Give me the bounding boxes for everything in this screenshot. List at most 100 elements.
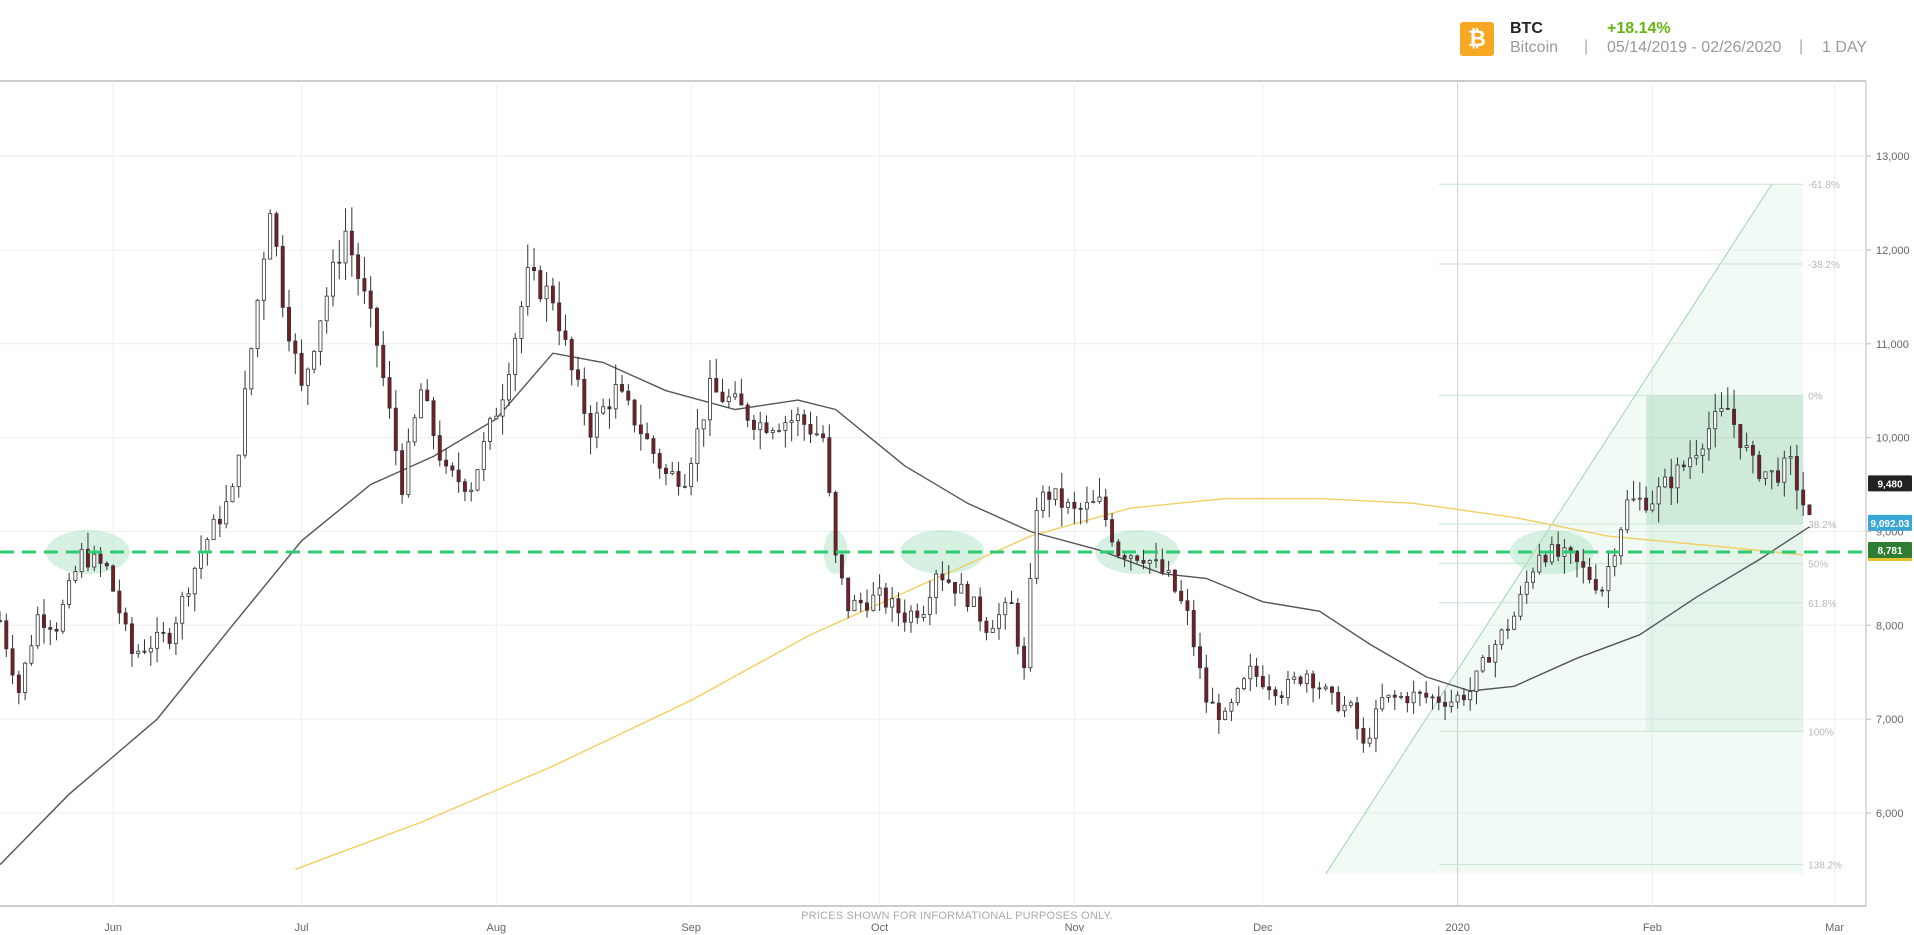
candle-up [92, 553, 97, 568]
candle-up [255, 299, 260, 350]
candle-down [142, 650, 147, 653]
support-price-label-box [1868, 542, 1912, 559]
fibonacci-level-label: 138.2% [1808, 861, 1842, 872]
candle-up [343, 230, 348, 264]
candle-down [940, 573, 945, 581]
candle-down [902, 612, 907, 623]
x-tick-label: Oct [871, 922, 888, 934]
candle-up [406, 441, 411, 495]
y-tick-label: 13,000 [1876, 151, 1910, 163]
candle-up [701, 419, 706, 430]
candle-up [682, 485, 687, 488]
candle-down [381, 344, 386, 378]
candle-down [1204, 667, 1209, 703]
candle-up [211, 518, 216, 541]
candle-down [1392, 694, 1397, 698]
candle-down [1273, 689, 1278, 697]
candle-down [48, 627, 53, 630]
candle-up [1788, 456, 1793, 459]
candle-down [1417, 691, 1422, 694]
candle-down [368, 290, 373, 309]
candle-up [871, 594, 876, 611]
candle-down [1581, 561, 1586, 568]
y-tick-label: 6,000 [1876, 808, 1904, 820]
interval-selector[interactable]: 1 DAY [1822, 39, 1868, 56]
x-tick-label: Sep [681, 922, 701, 934]
candle-up [1505, 628, 1510, 631]
candle-up [199, 550, 204, 569]
candle-down [1317, 687, 1322, 690]
fibonacci-retracement-core [1646, 395, 1804, 524]
candle-up [180, 595, 185, 624]
candle-up [488, 418, 493, 442]
candle-down [1487, 657, 1492, 663]
candle-down [839, 554, 844, 579]
candle-up [1662, 476, 1667, 488]
candle-up [1066, 501, 1071, 508]
candle-down [10, 648, 15, 676]
candle-up [60, 604, 65, 632]
x-tick-label: Mar [1825, 922, 1844, 934]
candle-up [1235, 688, 1240, 704]
current-price-label-box [1868, 514, 1912, 531]
candle-down [821, 433, 826, 439]
bitcoin-glyph: ₿ [1468, 26, 1486, 51]
candle-up [230, 486, 235, 503]
bitcoin-icon: ₿ [1460, 22, 1494, 56]
candle-up [1531, 571, 1535, 583]
candle-down [217, 518, 222, 525]
candle-down [356, 254, 361, 279]
header-separator: | [1799, 38, 1804, 55]
candle-down [54, 628, 59, 632]
candle-up [1518, 593, 1523, 617]
candle-down [299, 352, 304, 386]
y-tick-label: 10,000 [1876, 433, 1910, 445]
candle-down [42, 614, 46, 628]
candle-down [1179, 590, 1184, 602]
candle-down [85, 548, 90, 568]
candle-down [129, 623, 134, 654]
candle-down [437, 435, 442, 461]
candle-up [1713, 411, 1718, 430]
candle-down [1443, 701, 1448, 707]
candle-down [1556, 544, 1561, 557]
candle-down [362, 278, 367, 292]
candle-down [1794, 456, 1799, 491]
candle-down [1543, 554, 1548, 563]
candle-down [1072, 501, 1077, 509]
candle-up [513, 338, 518, 375]
date-range: 05/14/2019 - 02/26/2020 [1607, 39, 1782, 56]
candle-up [594, 412, 599, 438]
candle-up [475, 469, 480, 491]
x-tick-label: 2020 [1445, 922, 1469, 934]
candle-down [1725, 407, 1730, 410]
candle-down [1047, 491, 1052, 500]
candle-down [1436, 696, 1441, 703]
candle-up [1744, 445, 1749, 449]
candle-up [494, 415, 499, 420]
candle-up [707, 378, 712, 421]
candle-down [1600, 589, 1605, 592]
candle-down [0, 620, 2, 623]
candle-up [1612, 555, 1617, 567]
candle-down [1078, 507, 1083, 510]
candle-up [318, 320, 323, 352]
support-touch-highlight [1095, 530, 1180, 575]
candle-up [29, 645, 34, 664]
candle-up [1367, 737, 1372, 744]
candle-down [833, 492, 838, 556]
candle-down [431, 400, 436, 436]
candle-up [1084, 502, 1089, 510]
candle-up [1097, 496, 1102, 502]
candle-down [739, 393, 744, 406]
candle-up [959, 583, 964, 594]
candle-up [236, 454, 241, 488]
candle-down [720, 391, 725, 403]
candle-up [1242, 678, 1246, 689]
fibonacci-fan-edge [1325, 183, 1773, 875]
candle-up [814, 433, 819, 436]
candle-up [758, 422, 763, 430]
candle-up [789, 420, 794, 423]
candle-up [1694, 454, 1699, 459]
candle-up [1386, 694, 1391, 698]
